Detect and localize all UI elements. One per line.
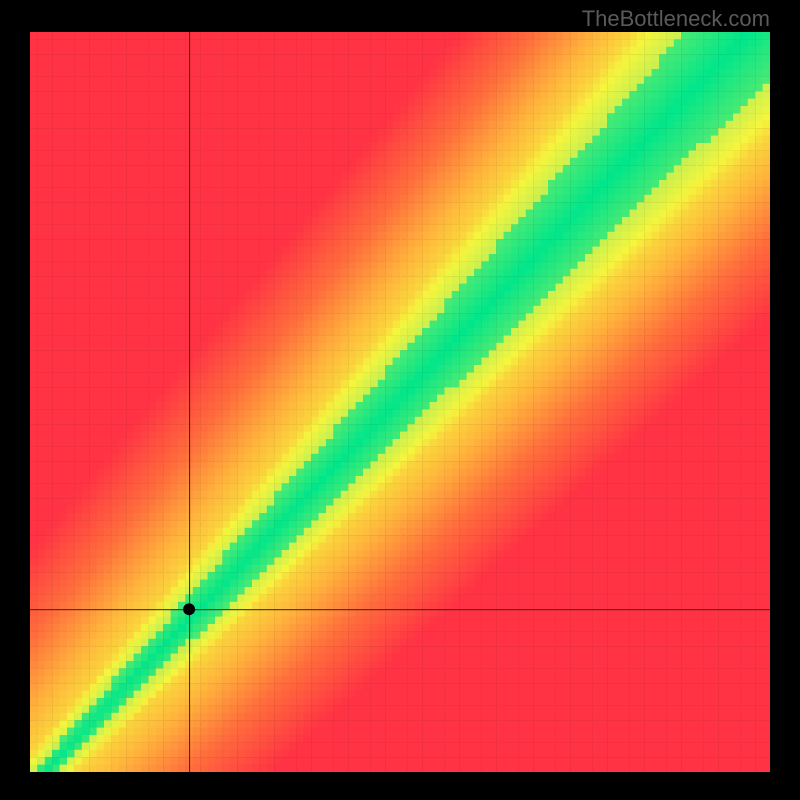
- heatmap-canvas: [30, 32, 770, 772]
- heatmap-chart: [30, 32, 770, 772]
- watermark-text: TheBottleneck.com: [582, 6, 770, 32]
